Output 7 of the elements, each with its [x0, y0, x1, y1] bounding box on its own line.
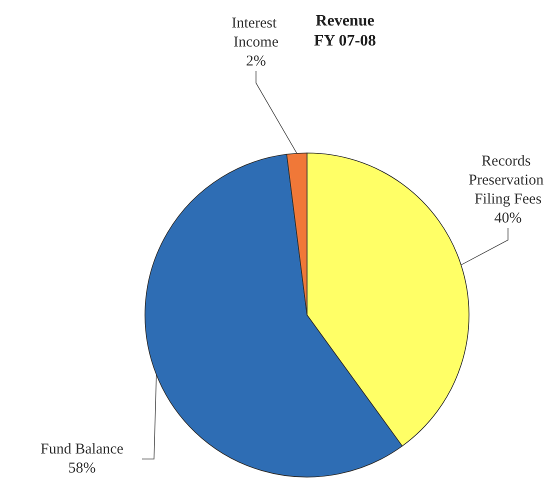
data-label: 2% — [246, 54, 266, 70]
slice-label: Interest Income — [232, 16, 280, 50]
chart-title: Revenue FY 07-08 — [314, 12, 376, 50]
data-label: 40% — [494, 210, 522, 226]
data-label: 58% — [68, 460, 96, 476]
slice-label: Fund Balance — [40, 442, 124, 458]
slice-label: Records Preservation Filing Fees — [468, 154, 548, 208]
